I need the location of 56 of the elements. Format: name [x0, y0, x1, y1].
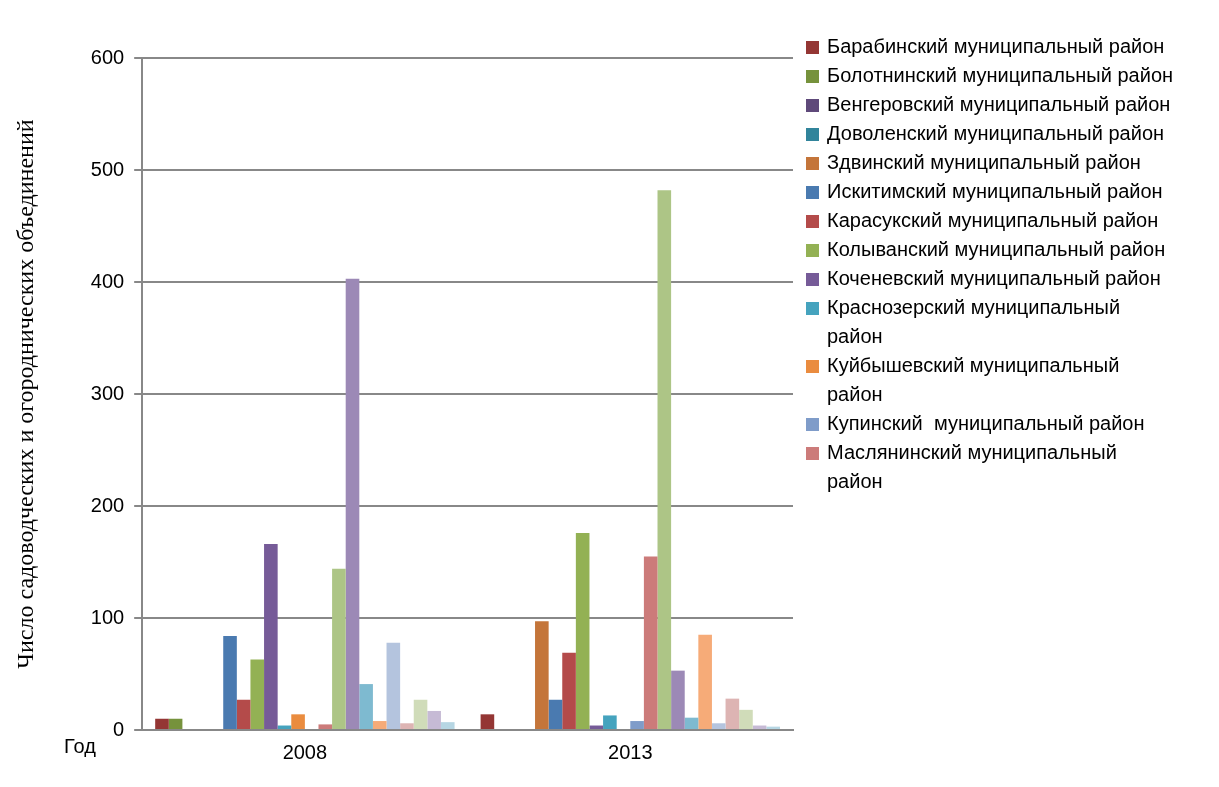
x-tick-label: 2013 [608, 740, 653, 763]
y-axis-title: Число садоводческих и огороднических объединений [11, 119, 38, 669]
bar [684, 717, 699, 729]
bar [155, 718, 169, 729]
legend-label: Искитимский муниципальный район [827, 179, 1163, 204]
bar [535, 621, 549, 729]
bar [575, 532, 590, 729]
bar [168, 718, 183, 729]
y-tick-label: 500 [90, 157, 125, 180]
y-tick-label: 600 [90, 45, 125, 68]
bar [603, 715, 617, 729]
bar [264, 544, 278, 729]
y-tick-label: 400 [90, 269, 125, 292]
legend-label: Барабинский муниципальный район [827, 34, 1165, 59]
bar [548, 699, 563, 729]
y-tick-label: 0 [113, 717, 125, 740]
y-tick-label: 100 [90, 605, 125, 628]
bar [413, 699, 428, 729]
legend-label: Маслянинский муниципальный район [827, 440, 1118, 494]
legend-label: Здвинский муниципальный район [827, 150, 1141, 175]
bar [236, 699, 251, 729]
y-tick-label: 200 [90, 493, 125, 516]
legend-label: Краснозерский муниципальный район [827, 295, 1122, 349]
bar [671, 670, 685, 729]
bar [657, 190, 672, 729]
bar [440, 722, 455, 729]
bar [643, 556, 658, 729]
legend-label: Венгеровский муниципальный район [827, 92, 1171, 117]
bar [223, 635, 237, 729]
legend-label: Доволенский муниципальный район [827, 121, 1165, 146]
legend-label: Куйбышевский муниципальный район [827, 353, 1121, 407]
bar [332, 568, 346, 729]
y-tick-label: 300 [90, 381, 125, 404]
bar [711, 723, 726, 729]
legend-label: Коченевский муниципальный район [827, 266, 1161, 291]
legend-label: Карасукский муниципальный район [827, 208, 1159, 233]
legend-label: Болотнинский муниципальный район [827, 63, 1174, 88]
bar [739, 709, 753, 729]
bar [318, 724, 333, 729]
bar [427, 710, 441, 729]
bar [400, 723, 414, 729]
bar [386, 642, 401, 729]
bar [725, 698, 740, 729]
bar [480, 714, 495, 729]
legend-label: Колыванский муниципальный район [827, 237, 1166, 262]
bar [698, 634, 712, 729]
x-axis-title: Год [64, 735, 96, 758]
x-tick-label: 2008 [282, 740, 328, 763]
bar [359, 684, 373, 729]
bar [372, 721, 387, 729]
bar [630, 721, 644, 729]
bar [291, 714, 305, 729]
bar [345, 278, 360, 729]
legend-label: Купинский муниципальный район [827, 411, 1145, 436]
bar [250, 659, 265, 729]
bar [562, 652, 576, 729]
